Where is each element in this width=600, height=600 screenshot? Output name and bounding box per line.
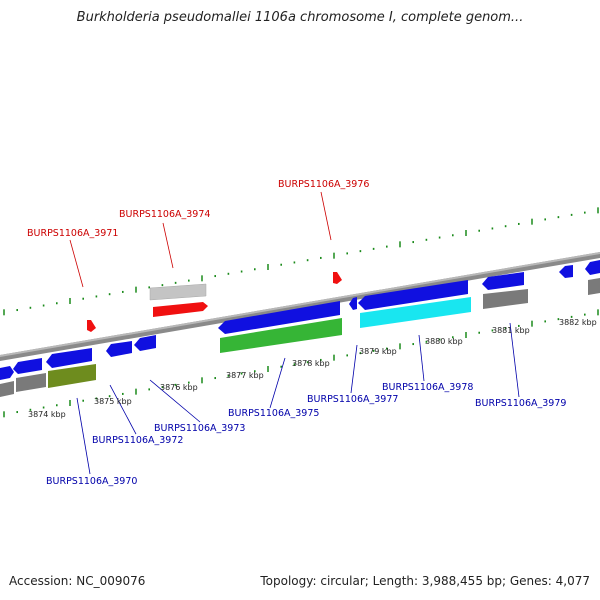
gene-label-BURPS1106A_3970[interactable]: BURPS1106A_3970 bbox=[46, 476, 137, 487]
feature-blue-right-2[interactable] bbox=[585, 260, 600, 275]
ruler-label-3876: 3876 kbp bbox=[160, 383, 198, 392]
feature-blue-BURPS1106A_3975[interactable] bbox=[218, 301, 340, 334]
leader-BURPS1106A_3972 bbox=[109, 384, 137, 435]
leader-BURPS1106A_3976 bbox=[320, 191, 332, 241]
ruler-label-3874: 3874 kbp bbox=[28, 410, 66, 419]
feature-blue-small-BURPS1106A_3977[interactable] bbox=[349, 297, 357, 310]
leader-BURPS1106A_3970 bbox=[76, 397, 91, 475]
leader-BURPS1106A_3979 bbox=[509, 322, 520, 398]
gene-label-BURPS1106A_3971[interactable]: BURPS1106A_3971 bbox=[27, 228, 118, 239]
outer-tick-row bbox=[3, 207, 599, 316]
accession-text: Accession: NC_009076 bbox=[9, 574, 146, 588]
feature-blue-BURPS1106A_3979[interactable] bbox=[482, 272, 524, 290]
gene-label-BURPS1106A_3978[interactable]: BURPS1106A_3978 bbox=[382, 382, 473, 393]
feature-blue-BURPS1106A_3970[interactable] bbox=[46, 348, 92, 368]
feature-blue-BURPS1106A_3978[interactable] bbox=[358, 280, 468, 310]
feature-blue-left-2[interactable] bbox=[13, 358, 42, 374]
ruler-label-3879: 3879 kbp bbox=[359, 347, 397, 356]
leader-BURPS1106A_3977 bbox=[350, 344, 358, 394]
forward-leader-lines bbox=[69, 191, 332, 288]
feature-red-BURPS1106A_3974[interactable] bbox=[153, 302, 208, 317]
ruler-label-3882: 3882 kbp bbox=[559, 318, 597, 327]
reverse-leader-lines bbox=[76, 322, 520, 475]
feature-red-marker-2[interactable] bbox=[333, 272, 342, 284]
leader-BURPS1106A_3975 bbox=[269, 357, 286, 409]
feature-gray-left-2[interactable] bbox=[16, 373, 46, 392]
feature-lightgray[interactable] bbox=[149, 283, 207, 301]
feature-green-BURPS1106A_3975[interactable] bbox=[220, 318, 342, 353]
gene-label-BURPS1106A_3972[interactable]: BURPS1106A_3972 bbox=[92, 435, 183, 446]
ruler-label-3875: 3875 kbp bbox=[94, 397, 132, 406]
feature-blue-BURPS1106A_3973[interactable] bbox=[134, 335, 156, 351]
leader-BURPS1106A_3973 bbox=[149, 379, 201, 423]
leader-BURPS1106A_3971 bbox=[69, 239, 84, 288]
inner-tick-row bbox=[3, 309, 599, 418]
chromosome-backbone-highlight bbox=[0, 252, 600, 357]
gene-label-BURPS1106A_3975[interactable]: BURPS1106A_3975 bbox=[228, 408, 319, 419]
genome-summary-text: Topology: circular; Length: 3,988,455 bp… bbox=[260, 574, 590, 588]
gene-label-BURPS1106A_3977[interactable]: BURPS1106A_3977 bbox=[307, 394, 398, 405]
feature-blue-BURPS1106A_3972[interactable] bbox=[106, 341, 132, 357]
leader-BURPS1106A_3978 bbox=[418, 334, 425, 382]
ruler-label-3881: 3881 kbp bbox=[492, 326, 530, 335]
ruler-label-3878: 3878 kbp bbox=[292, 359, 330, 368]
feature-blue-right-1[interactable] bbox=[559, 265, 573, 278]
map-title: Burkholderia pseudomallei 1106a chromoso… bbox=[76, 10, 524, 25]
feature-olive-BURPS1106A_3970[interactable] bbox=[48, 364, 96, 388]
feature-gray-right-1[interactable] bbox=[588, 278, 600, 295]
gene-label-BURPS1106A_3974[interactable]: BURPS1106A_3974 bbox=[119, 209, 210, 220]
gene-label-BURPS1106A_3976[interactable]: BURPS1106A_3976 bbox=[278, 179, 369, 190]
feature-red-marker-1[interactable] bbox=[87, 320, 96, 332]
feature-blue-left-1[interactable] bbox=[0, 366, 14, 380]
feature-gray-BURPS1106A_3979[interactable] bbox=[483, 289, 528, 309]
gene-label-BURPS1106A_3979[interactable]: BURPS1106A_3979 bbox=[475, 398, 566, 409]
feature-gray-left-1[interactable] bbox=[0, 381, 14, 397]
feature-cyan-BURPS1106A_3978[interactable] bbox=[360, 297, 471, 328]
ruler-label-3880: 3880 kbp bbox=[425, 337, 463, 346]
leader-BURPS1106A_3974 bbox=[162, 222, 174, 269]
ruler-label-3877: 3877 kbp bbox=[226, 371, 264, 380]
gene-label-BURPS1106A_3973[interactable]: BURPS1106A_3973 bbox=[154, 423, 245, 434]
